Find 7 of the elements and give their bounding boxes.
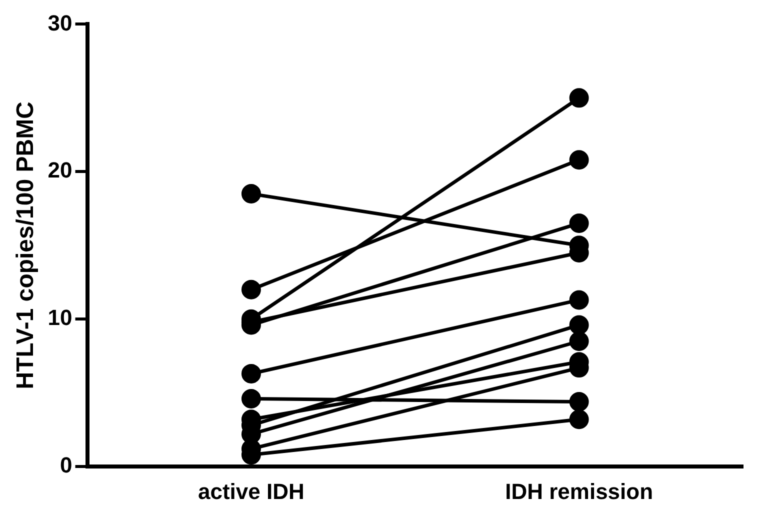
y-tick-label: 10 xyxy=(48,305,72,330)
y-tick-label: 0 xyxy=(60,452,72,478)
x-tick-label: active IDH xyxy=(198,478,304,504)
x-tick-label: IDH remission xyxy=(505,478,654,504)
y-tick-label: 30 xyxy=(48,10,72,36)
y-tick-label: 20 xyxy=(48,158,72,183)
y-axis-title: HTLV-1 copies/100 PBMC xyxy=(12,102,40,390)
